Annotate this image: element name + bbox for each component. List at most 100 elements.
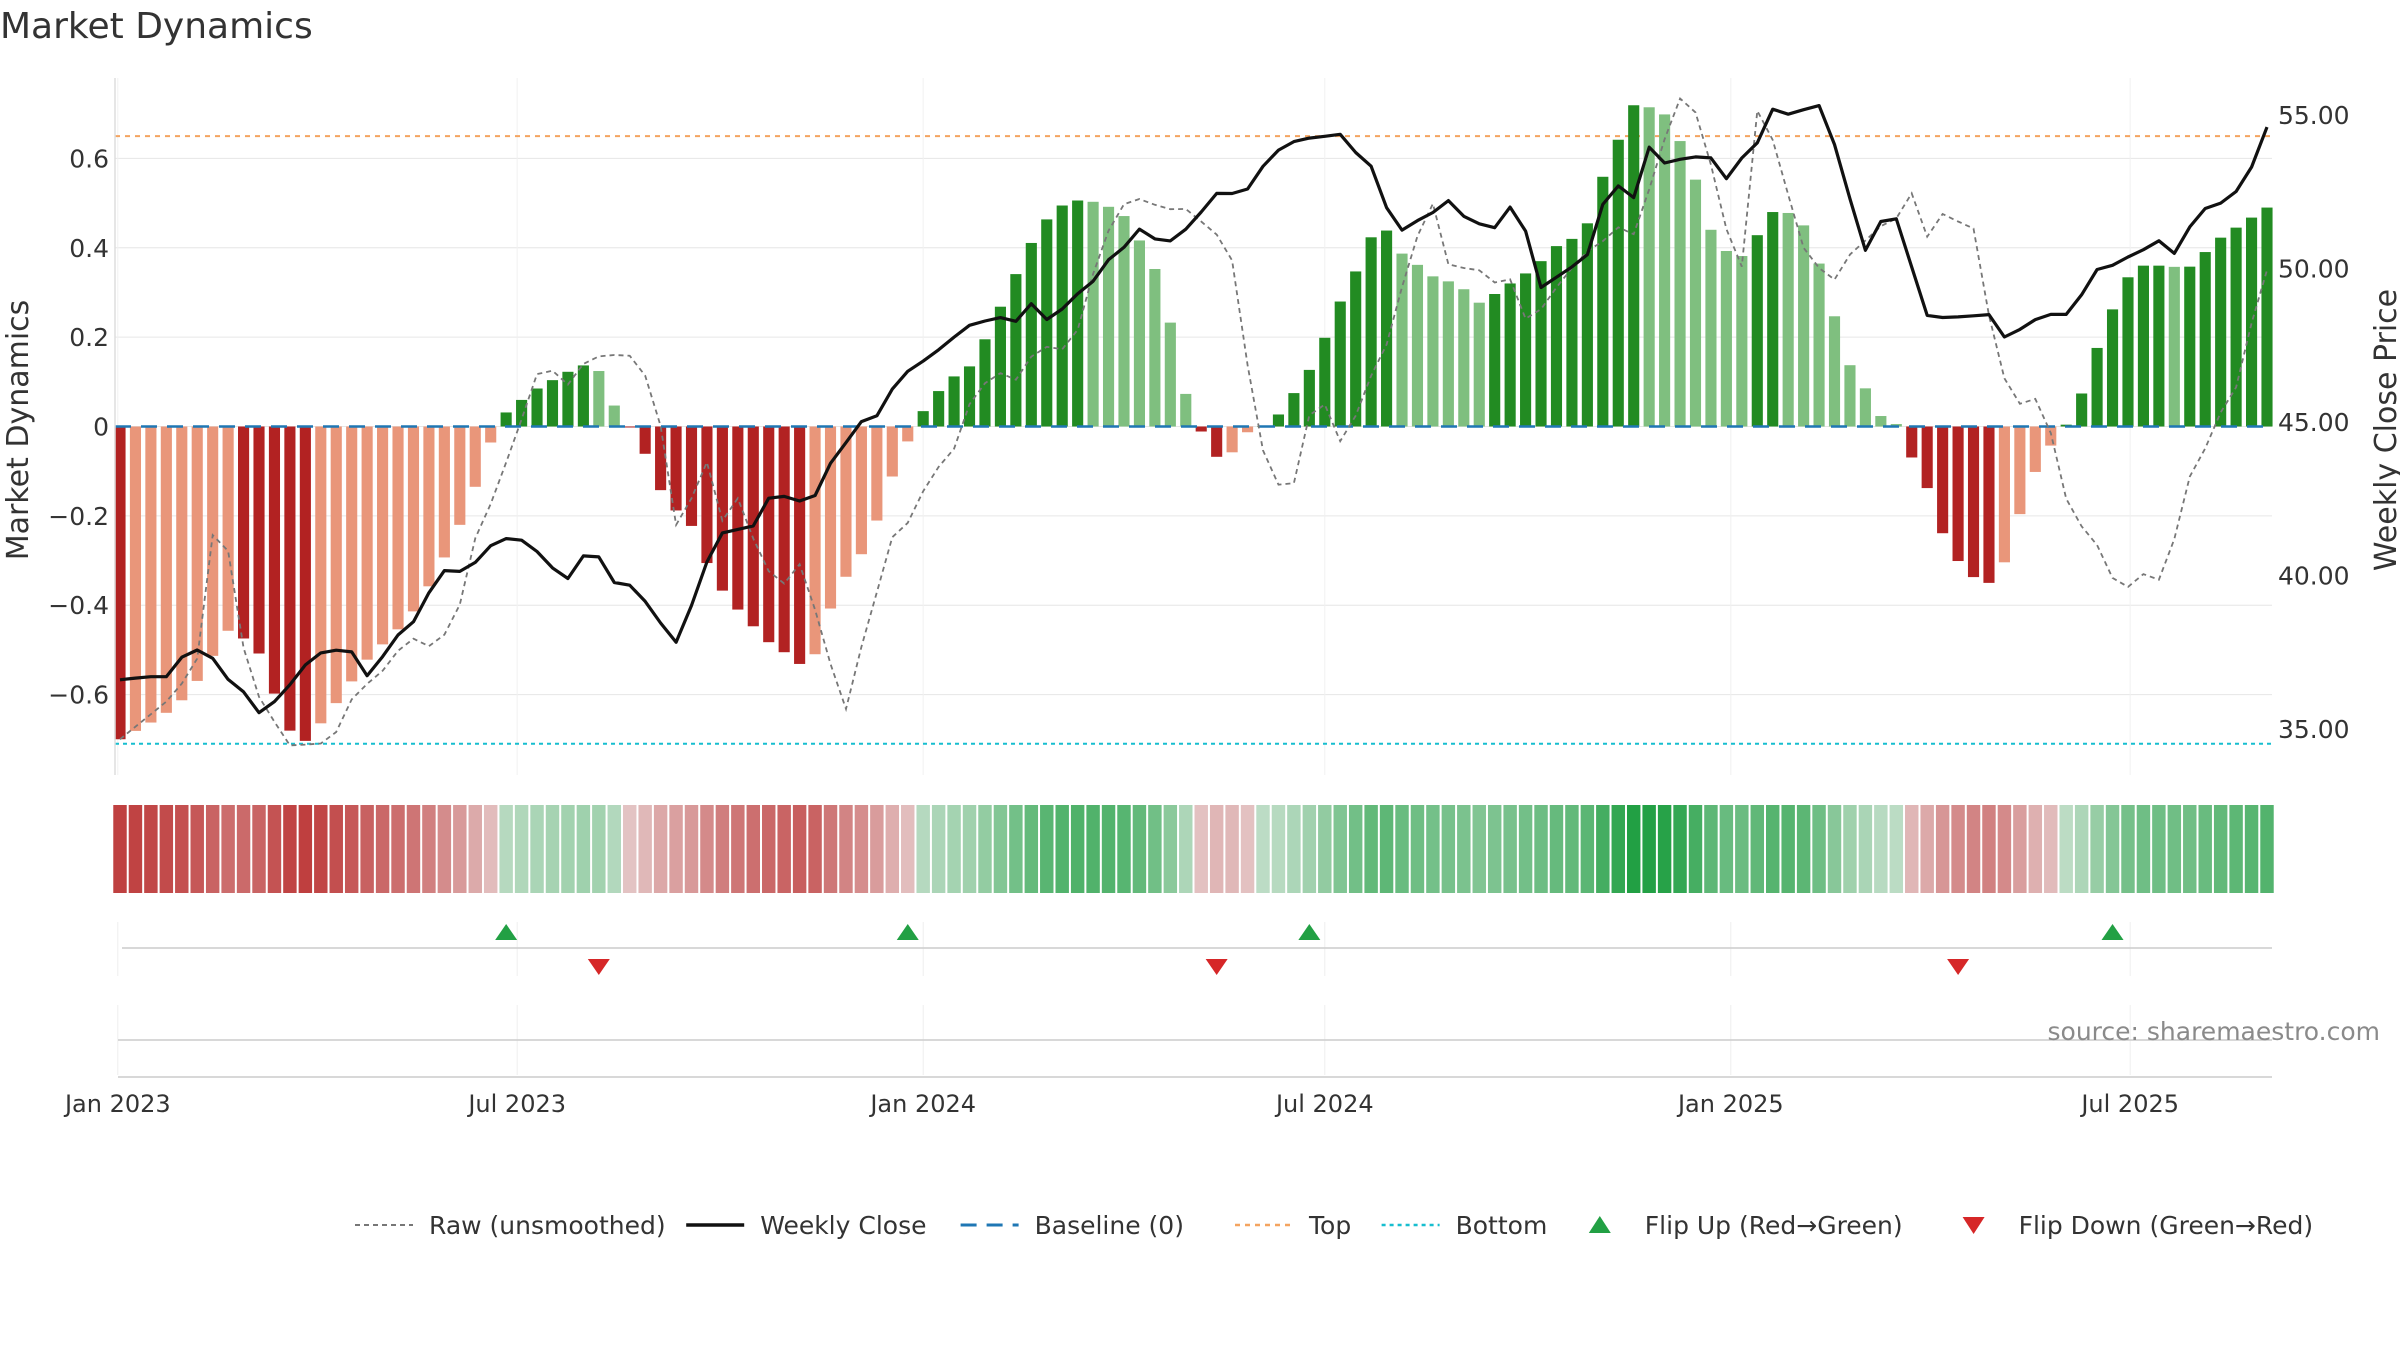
momentum-bar (392, 426, 404, 630)
legend-label: Baseline (0) (1035, 1211, 1184, 1240)
momentum-bar (361, 426, 373, 660)
heat-cell (731, 805, 745, 893)
heat-cell (1163, 805, 1178, 893)
momentum-bar (1813, 263, 1825, 427)
momentum-bar (2153, 265, 2165, 427)
legend-label: Raw (unsmoothed) (429, 1211, 666, 1240)
momentum-bar (1118, 216, 1130, 427)
momentum-bar (732, 426, 744, 610)
heat-cell (1101, 805, 1116, 893)
momentum-bar (1442, 281, 1454, 427)
heat-cell (2198, 805, 2212, 893)
momentum-bar (1242, 426, 1254, 433)
momentum-bar (1628, 105, 1640, 427)
momentum-bar (284, 426, 296, 731)
heat-cell (622, 805, 637, 893)
heat-cell (1426, 805, 1440, 893)
heat-strip (113, 805, 2274, 893)
heat-cell (1503, 805, 1517, 893)
x-axis: Jan 2023 Jul 2023 Jan 2024 Jul 2024 Jan 2025… (63, 1090, 2179, 1118)
x-tick-label: Jan 2023 (63, 1090, 171, 1118)
heat-cell (1796, 805, 1811, 893)
flip-down-marker (587, 959, 610, 975)
momentum-bar (1180, 393, 1192, 427)
momentum-bar (407, 426, 420, 612)
heat-cell (1827, 805, 1842, 893)
heat-cell (298, 805, 313, 893)
momentum-bar (129, 426, 142, 731)
heat-cell (1287, 805, 1301, 893)
y-tick-left: 0.2 (69, 323, 109, 352)
heat-cell (638, 805, 652, 893)
heat-cell (344, 805, 359, 893)
heat-cell (2183, 805, 2197, 893)
heat-cell (128, 805, 143, 893)
legend-swatch-flip-up (1588, 1216, 1611, 1233)
heat-cell (1657, 805, 1672, 893)
heat-cell (406, 805, 421, 893)
heat-cell (468, 805, 482, 893)
momentum-bar (1875, 416, 1887, 427)
momentum-bar (2184, 266, 2196, 427)
momentum-bar (1967, 426, 1980, 578)
momentum-bar (516, 399, 528, 427)
heat-cell (1843, 805, 1857, 893)
momentum-bar (299, 426, 311, 741)
momentum-bar (994, 306, 1006, 427)
momentum-bar (763, 426, 775, 643)
source-note: source: sharemaestro.com (2048, 1017, 2381, 1046)
heat-cell (1997, 805, 2012, 893)
momentum-bar (315, 426, 327, 724)
empty-bottom-panel (117, 1005, 2272, 1078)
heat-cell (931, 805, 946, 893)
heat-cell (1611, 805, 1625, 893)
heat-cell (1271, 805, 1286, 893)
momentum-bar (1844, 365, 1856, 427)
heat-cell (715, 805, 730, 893)
axes: 0.6 0.4 0.2 0 −0.2 −0.4 −0.6 55.00 50.00 45.00 40.… (48, 78, 2350, 775)
heat-cell (700, 805, 714, 893)
heat-cell (1457, 805, 1471, 893)
flip-up-marker (2101, 924, 2124, 940)
y-tick-left: −0.6 (48, 681, 109, 710)
heat-cell (453, 805, 467, 893)
legend-swatch-flip-down (1962, 1217, 1985, 1234)
momentum-bar (624, 426, 636, 428)
weekly-close-line (119, 103, 2269, 715)
heat-cell (2044, 805, 2058, 893)
y-axis-left-label: Market Dynamics (1, 300, 36, 561)
heat-cell (1302, 805, 1317, 893)
momentum-bar (778, 426, 790, 653)
momentum-bar (1396, 253, 1408, 427)
heat-cell (1256, 805, 1270, 893)
heat-cell (1781, 805, 1795, 893)
momentum-bar (685, 426, 698, 526)
x-tick-label: Jul 2023 (466, 1090, 566, 1118)
heat-cell (329, 805, 343, 893)
heat-cell (252, 805, 266, 893)
raw-series-line (119, 96, 2268, 747)
momentum-bar (2261, 207, 2273, 427)
heat-cell (1534, 805, 1548, 893)
momentum-bar (1010, 274, 1022, 427)
heat-cell (113, 805, 127, 893)
momentum-bar (546, 380, 559, 427)
momentum-bar (145, 426, 157, 723)
y-tick-right: 40.00 (2278, 561, 2350, 590)
momentum-bar (1828, 316, 1841, 427)
momentum-bar (824, 426, 837, 609)
momentum-bar (2199, 252, 2211, 427)
close-line-layer (119, 103, 2269, 715)
heat-cell (1179, 805, 1193, 893)
momentum-bar (1921, 426, 1933, 489)
heat-cell (978, 805, 992, 893)
heat-cell (1549, 805, 1564, 893)
momentum-bar (1072, 200, 1084, 427)
momentum-bar (577, 365, 589, 427)
momentum-bar (423, 426, 435, 587)
heat-cell (1086, 805, 1100, 893)
legend-label: Flip Down (Green→Red) (2019, 1211, 2314, 1240)
momentum-bar (1195, 426, 1207, 432)
momentum-bar (1612, 139, 1624, 427)
momentum-bar (902, 426, 914, 442)
